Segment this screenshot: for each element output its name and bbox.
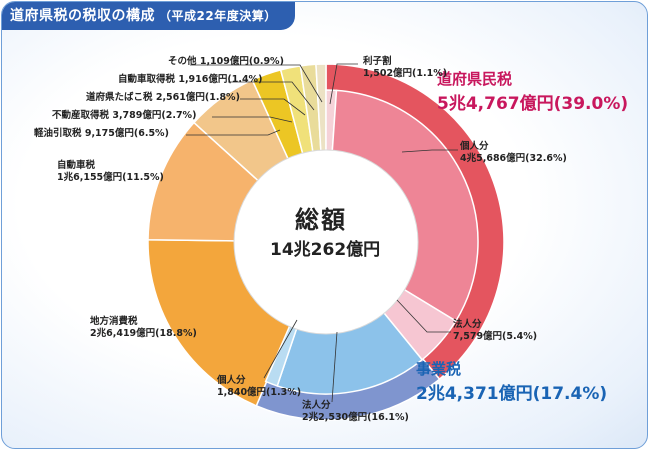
leader-line-9 <box>263 319 298 379</box>
label-jigyozei: 事業税 2兆4,371億円(17.4%) <box>416 358 607 404</box>
label-fudosan-value: 3,789億円(2.7%) <box>112 110 197 121</box>
leader-line-3 <box>212 116 293 123</box>
label-tabako: 道府県たばこ税 2,561億円(1.8%) <box>86 92 240 104</box>
label-jidoshashutoku-name: 自動車取得税 <box>118 74 176 85</box>
label-keiyu-name: 軽油引取税 <box>34 128 82 139</box>
leader-line-4 <box>186 129 281 136</box>
label-jidoshazei-value: 1兆6,155億円(11.5%) <box>57 172 164 183</box>
label-tabako-value: 2,561億円(1.8%) <box>155 92 240 103</box>
label-kojinbun-kenmin-value: 4兆5,686億円(32.6%) <box>460 153 567 164</box>
label-keiyu-value: 9,175億円(6.5%) <box>84 128 169 139</box>
center-label: 総額 <box>295 206 347 234</box>
chart-subtitle: （平成22年度決算） <box>159 9 277 23</box>
label-rishiwari-name: 利子割 <box>363 56 392 67</box>
label-kojinbun-jigyo-value: 1,840億円(1.3%) <box>217 387 302 398</box>
label-sonota-value: 1,109億円(0.9%) <box>199 56 284 67</box>
label-kojinbun-kenmin: 個人分 4兆5,686億円(32.6%) <box>460 141 567 165</box>
leader-line-1 <box>228 81 315 111</box>
label-jidoshashutoku-value: 1,916億円(1.4%) <box>178 74 263 85</box>
leader-lines <box>186 63 458 403</box>
inner-ring <box>233 89 479 395</box>
label-fudosan: 不動産取得税 3,789億円(2.7%) <box>52 110 196 122</box>
label-hojinbun-jigyo: 法人分 2兆2,530億円(16.1%) <box>302 400 409 424</box>
label-chihoshohizei-name: 地方消費税 <box>90 316 138 327</box>
leader-line-8 <box>331 331 338 403</box>
leader-line-7 <box>396 299 451 333</box>
label-hojinbun-jigyo-name: 法人分 <box>302 400 331 411</box>
label-jigyozei-value: 2兆4,371億円(17.4%) <box>416 384 608 404</box>
label-kojinbun-jigyo-name: 個人分 <box>217 375 246 386</box>
label-sonota-name: その他 <box>168 56 197 67</box>
label-hojinbun-kenmin-value: 7,579億円(5.4%) <box>453 331 538 342</box>
label-rishiwari-value: 1,502億円(1.1%) <box>363 68 448 79</box>
leader-line-6 <box>401 149 458 153</box>
label-hojinbun-kenmin-name: 法人分 <box>453 319 482 330</box>
label-jidoshashutoku: 自動車取得税 1,916億円(1.4%) <box>118 74 262 86</box>
label-tabako-name: 道府県たばこ税 <box>86 92 153 103</box>
leader-line-2 <box>240 98 306 116</box>
label-chihoshohizei: 地方消費税 2兆6,419億円(18.8%) <box>90 316 197 340</box>
leader-line-5 <box>329 63 358 105</box>
label-dofukenminzei-value: 5兆4,767億円(39.0%) <box>437 94 629 114</box>
label-hojinbun-kenmin: 法人分 7,579億円(5.4%) <box>453 319 537 343</box>
donut-hole <box>233 149 419 335</box>
label-dofukenminzei: 道府県民税 5兆4,767億円(39.0%) <box>437 68 628 114</box>
label-dofukenminzei-name: 道府県民税 <box>437 70 513 88</box>
label-kojinbun-kenmin-name: 個人分 <box>460 141 489 152</box>
title-bar: 道府県税の税収の構成 （平成22年度決算） <box>2 2 295 30</box>
label-kojinbun-jigyo: 個人分 1,840億円(1.3%) <box>217 375 301 399</box>
label-jigyozei-name: 事業税 <box>416 360 462 378</box>
label-keiyu: 軽油引取税 9,175億円(6.5%) <box>34 128 169 140</box>
label-jidoshazei-name: 自動車税 <box>57 160 96 171</box>
label-fudosan-name: 不動産取得税 <box>52 110 110 121</box>
leader-line-0 <box>190 64 323 103</box>
label-hojinbun-jigyo-value: 2兆2,530億円(16.1%) <box>302 412 409 423</box>
chart-title: 道府県税の税収の構成 <box>10 8 155 24</box>
center-total: 14兆262億円 <box>270 240 381 260</box>
label-chihoshohizei-value: 2兆6,419億円(18.8%) <box>90 328 197 339</box>
label-sonota: その他 1,109億円(0.9%) <box>168 56 284 68</box>
label-rishiwari: 利子割 1,502億円(1.1%) <box>363 56 447 80</box>
label-jidoshazei: 自動車税 1兆6,155億円(11.5%) <box>57 160 164 184</box>
